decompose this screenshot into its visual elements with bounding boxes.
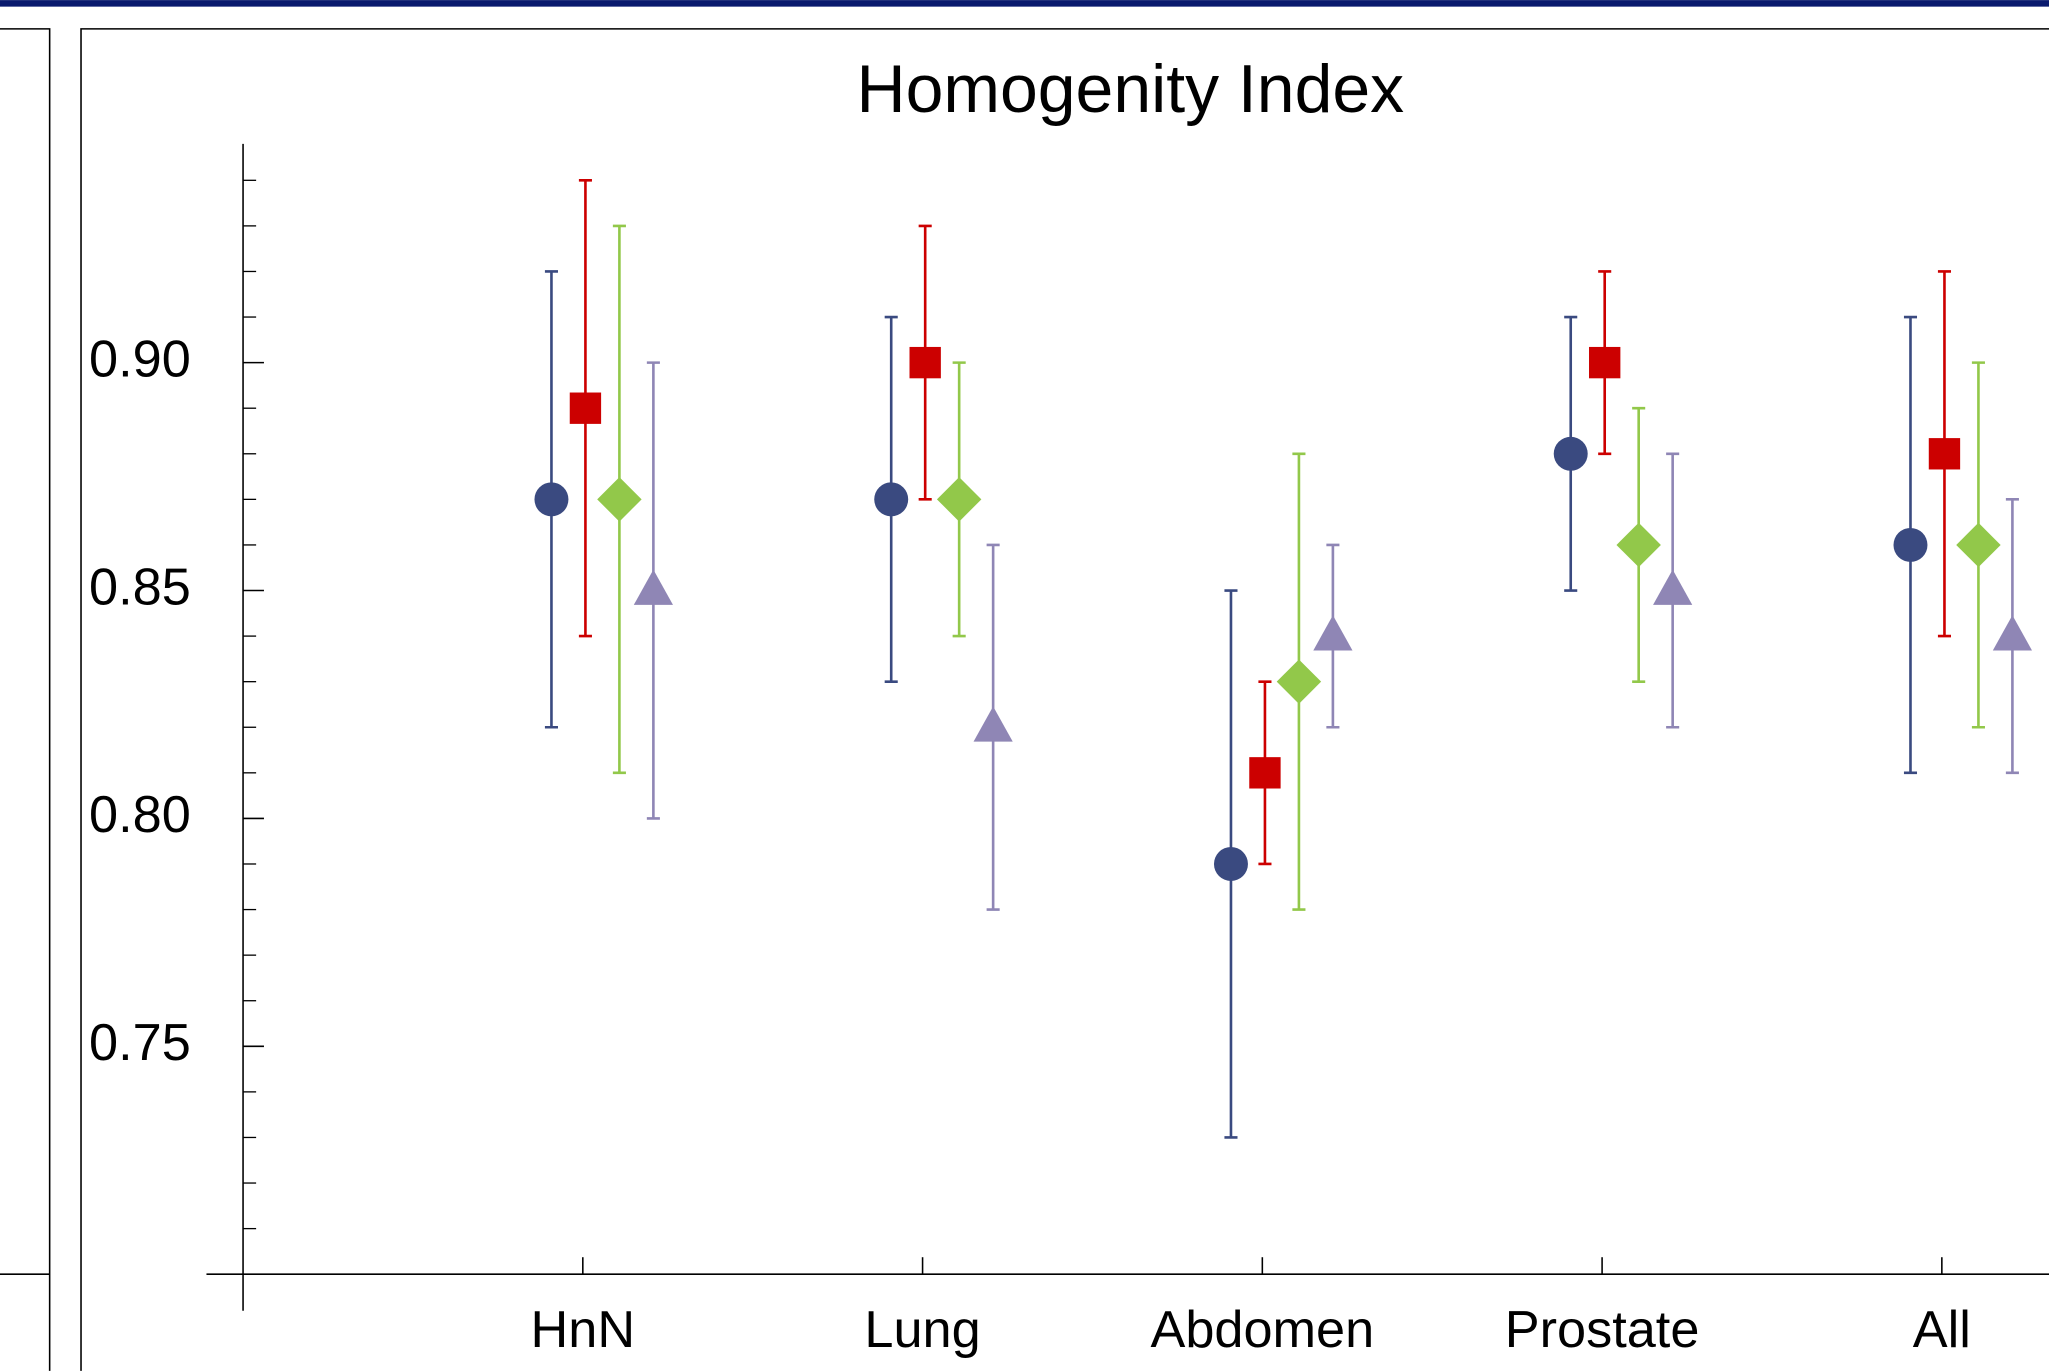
x-tick-label: Abdomen <box>1150 1301 1374 1359</box>
x-tick-label: All <box>1913 1301 1971 1359</box>
marker <box>874 482 909 517</box>
y-tick-label: 0.80 <box>89 786 191 844</box>
marker <box>633 569 673 605</box>
top-bar <box>0 0 2049 7</box>
y-tick-label: 0.90 <box>89 330 191 388</box>
x-tick-label: Lung <box>864 1301 980 1359</box>
chart-title: Homogenity Index <box>857 51 1405 127</box>
marker <box>1589 346 1621 379</box>
marker <box>1616 522 1661 568</box>
marker <box>534 482 569 517</box>
marker <box>1956 522 2001 568</box>
marker <box>1893 527 1928 562</box>
marker <box>1928 438 1961 470</box>
marker <box>1992 615 2033 651</box>
x-tick-label: Prostate <box>1505 1301 1700 1359</box>
marker <box>1313 615 1353 651</box>
marker <box>597 477 642 522</box>
left-panel-frame <box>0 28 51 1371</box>
y-tick-label: 0.75 <box>89 1014 191 1072</box>
marker <box>1276 659 1322 704</box>
panel-frame <box>80 28 2049 1371</box>
marker <box>569 392 602 424</box>
y-tick-label: 0.85 <box>89 558 191 616</box>
marker <box>1653 569 1693 605</box>
marker <box>1553 436 1588 471</box>
marker <box>1249 757 1281 789</box>
marker <box>1213 847 1248 881</box>
x-tick-label: HnN <box>531 1301 636 1359</box>
marker <box>973 706 1013 742</box>
marker <box>936 477 982 522</box>
marker <box>909 346 941 379</box>
